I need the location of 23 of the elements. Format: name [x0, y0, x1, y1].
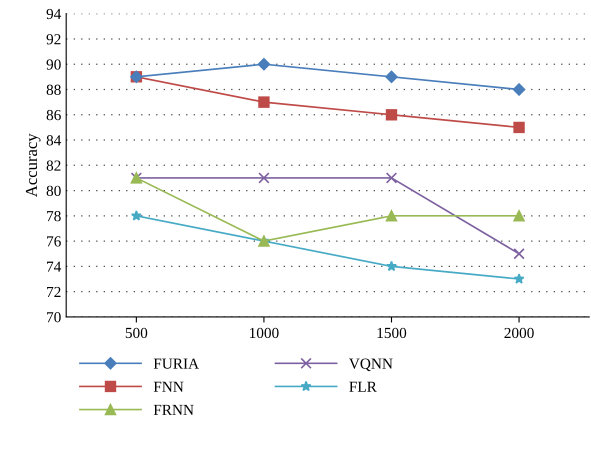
y-tick-label: 80: [46, 186, 61, 196]
legend-label: VQNN: [349, 358, 393, 372]
x-tick-label: 1500: [378, 328, 406, 338]
y-axis-title: Accuracy: [26, 133, 40, 198]
y-tick-label: 90: [46, 59, 61, 70]
legend-label: FNN: [154, 382, 184, 392]
x-tick-label: 1000: [250, 328, 279, 338]
legend-label: FRNN: [154, 404, 194, 415]
y-tick-label: 74: [47, 262, 62, 272]
x-tick-label: 500: [126, 328, 148, 338]
y-tick-label: 72: [47, 286, 60, 297]
y-tick-label: 76: [47, 236, 61, 247]
y-tick-label: 82: [46, 160, 60, 171]
y-tick-label: 92: [46, 34, 60, 44]
y-tick-label: 86: [46, 110, 61, 120]
y-tick-label: 78: [47, 210, 61, 222]
legend-label: FURIA: [154, 358, 200, 369]
y-tick-label: 88: [46, 84, 61, 95]
legend-label: FLR: [349, 382, 377, 392]
x-tick-label: 2000: [504, 328, 534, 338]
y-tick-label: 94: [46, 8, 62, 20]
y-tick-label: 84: [46, 135, 62, 146]
y-tick-label: 70: [47, 312, 61, 322]
